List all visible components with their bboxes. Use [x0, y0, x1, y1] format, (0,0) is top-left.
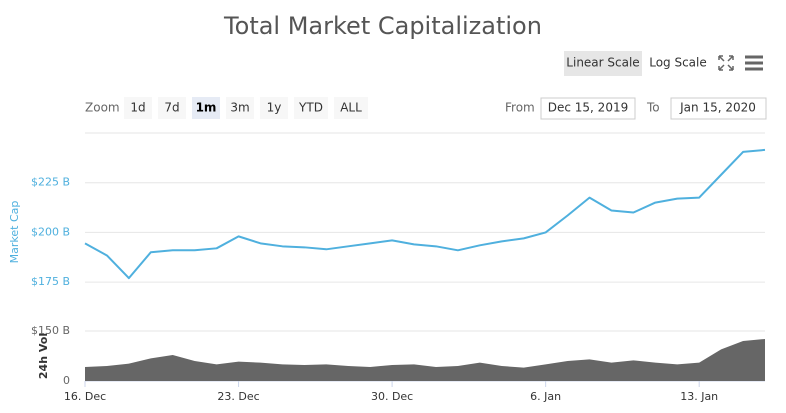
zoom-button-bg[interactable] [294, 97, 328, 119]
menu-icon[interactable] [745, 55, 763, 71]
zoom-button[interactable]: ALL [340, 101, 362, 115]
y2-tick-label: 0 [63, 374, 70, 387]
chart-title: Total Market Capitalization [223, 12, 542, 40]
y2-tick-label: $150 B [31, 324, 70, 337]
zoom-button-bg[interactable] [192, 97, 220, 119]
scale-button[interactable]: Log Scale [649, 56, 707, 70]
zoom-button[interactable]: 3m [230, 101, 249, 115]
scale-button-bg[interactable] [564, 51, 642, 76]
to-input[interactable] [670, 97, 767, 120]
from-value[interactable]: Dec 15, 2019 [548, 101, 628, 115]
zoom-button-bg[interactable] [158, 97, 186, 119]
y-axis-label: Market Cap [8, 201, 21, 264]
to-label: To [646, 101, 660, 115]
x-tick-label: 6. Jan [530, 390, 561, 403]
from-input[interactable] [540, 97, 636, 120]
zoom-button[interactable]: YTD [298, 101, 323, 115]
volume-area [85, 339, 765, 381]
y-tick-label: $200 B [31, 225, 70, 238]
zoom-button[interactable]: 1y [267, 101, 282, 115]
zoom-button[interactable]: 1m [196, 101, 217, 115]
market-cap-line [84, 148, 766, 280]
fullscreen-icon[interactable] [718, 55, 734, 71]
x-tick-label: 16. Dec [64, 390, 106, 403]
y2-axis-label: 24h Vol [37, 333, 50, 379]
x-tick-label: 13. Jan [680, 390, 718, 403]
y-tick-label: $225 B [31, 176, 70, 189]
x-tick-label: 30. Dec [371, 390, 413, 403]
scale-button[interactable]: Linear Scale [566, 56, 639, 70]
to-value[interactable]: Jan 15, 2020 [679, 101, 756, 115]
zoom-button-bg[interactable] [226, 97, 254, 119]
zoom-button-bg[interactable] [334, 97, 368, 119]
from-label: From [505, 101, 535, 115]
zoom-button-bg[interactable] [124, 97, 152, 119]
y-tick-label: $175 B [31, 275, 70, 288]
zoom-button[interactable]: 7d [164, 101, 179, 115]
zoom-button-bg[interactable] [260, 97, 288, 119]
x-tick-label: 23. Dec [217, 390, 259, 403]
zoom-label: Zoom [85, 101, 120, 115]
zoom-button[interactable]: 1d [130, 101, 145, 115]
